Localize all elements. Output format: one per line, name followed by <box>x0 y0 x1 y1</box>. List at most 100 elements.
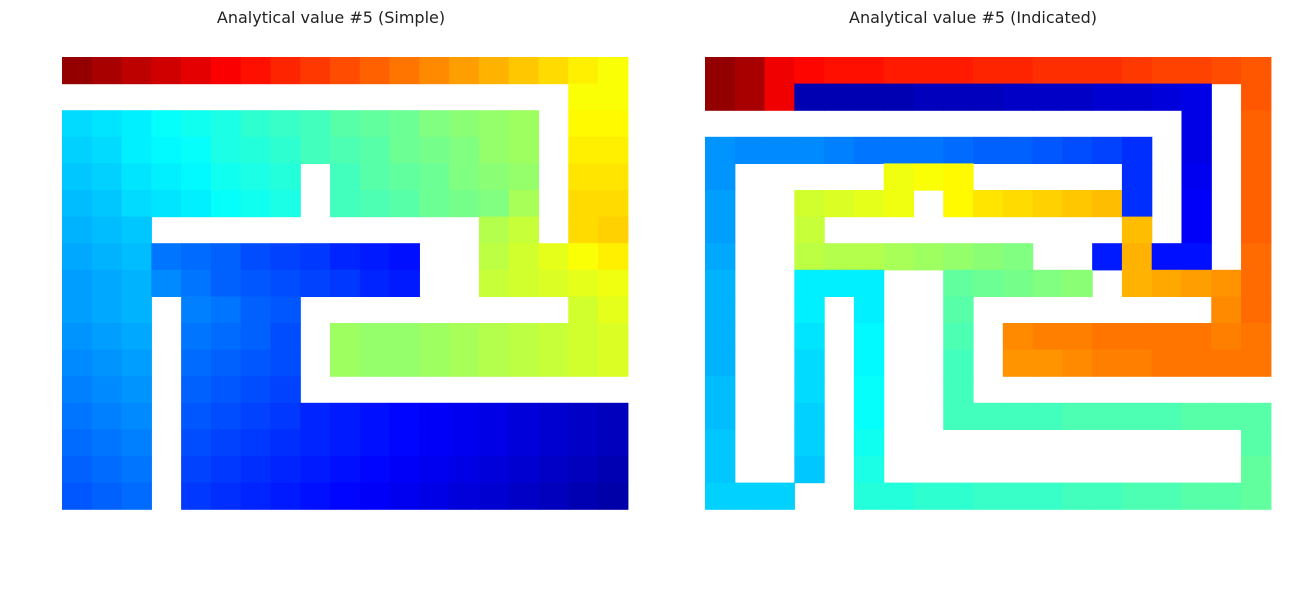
heatmap-cell <box>883 83 915 111</box>
heatmap-cell <box>913 243 944 271</box>
heatmap-cell <box>121 429 152 457</box>
heatmap-cell <box>478 323 510 351</box>
heatmap-cell <box>1092 402 1123 430</box>
heatmap-cell <box>705 136 736 164</box>
heatmap-cell <box>598 190 629 218</box>
heatmap-cell <box>330 243 361 271</box>
heatmap-cell <box>62 269 93 297</box>
heatmap-cell <box>181 136 212 164</box>
heatmap-cell <box>270 57 301 85</box>
heatmap-cell <box>913 163 944 191</box>
heatmap-cell <box>270 402 301 430</box>
heatmap-cell <box>973 402 1004 430</box>
heatmap-cell <box>181 482 212 510</box>
heatmap-cell <box>568 349 599 377</box>
heatmap-cell <box>419 456 450 484</box>
heatmap-cell <box>478 269 510 297</box>
heatmap-cell <box>121 323 152 351</box>
heatmap-cell <box>419 482 450 510</box>
heatmap-cell <box>330 323 361 351</box>
heatmap-cell <box>62 376 93 404</box>
heatmap-cell <box>943 296 974 324</box>
heatmap-cell <box>598 323 629 351</box>
heatmap-cell <box>210 296 242 324</box>
heatmap-cell <box>210 243 242 271</box>
heatmap-cell <box>419 57 450 85</box>
heatmap-cell <box>91 323 123 351</box>
heatmap-cell <box>449 163 480 191</box>
heatmap-cell <box>1241 482 1272 510</box>
heatmap-cell <box>389 402 420 430</box>
heatmap-cell <box>91 163 123 191</box>
heatmap-cell <box>705 349 736 377</box>
heatmap-cell <box>508 243 540 271</box>
heatmap-cell <box>419 136 450 164</box>
heatmap-cell <box>705 190 736 218</box>
heatmap-cell <box>508 190 540 218</box>
heatmap-cell <box>508 136 540 164</box>
heatmap-cell <box>478 349 510 377</box>
heatmap-cell <box>853 456 885 484</box>
heatmap-cell <box>598 402 629 430</box>
heatmap-cell <box>598 296 629 324</box>
heatmap-cell <box>734 482 766 510</box>
heatmap-cell <box>598 110 629 138</box>
heatmap-cell <box>389 349 420 377</box>
heatmap-cell <box>240 349 272 377</box>
heatmap-cell <box>181 110 212 138</box>
heatmap-cell <box>389 163 420 191</box>
heatmap-cell <box>478 402 510 430</box>
heatmap-cell <box>270 429 301 457</box>
heatmap-cell <box>240 243 272 271</box>
heatmap-cell <box>210 110 242 138</box>
heatmap-cell <box>300 243 331 271</box>
heatmap-cell <box>538 482 569 510</box>
heatmap-cell <box>449 190 480 218</box>
heatmap-cell <box>1181 136 1212 164</box>
heatmap-cell <box>270 110 301 138</box>
heatmap-cell <box>568 296 599 324</box>
heatmap-cell <box>913 482 944 510</box>
heatmap-cell <box>359 57 391 85</box>
heatmap-cell <box>389 190 420 218</box>
chart-panel-simple: Analytical value #5 (Simple) <box>0 0 644 590</box>
heatmap-cell <box>943 190 974 218</box>
heatmap-cell <box>568 269 599 297</box>
heatmap-cell <box>508 323 540 351</box>
heatmap-cell <box>598 243 629 271</box>
heatmap-cell <box>62 110 93 138</box>
heatmap-cell <box>943 57 974 85</box>
heatmap-cell <box>853 482 885 510</box>
heatmap-cell <box>1241 136 1272 164</box>
heatmap-cell <box>449 57 480 85</box>
heatmap-cell <box>210 190 242 218</box>
heatmap-cell <box>705 83 736 111</box>
heatmap-cell <box>734 83 766 111</box>
heatmap-cell <box>330 110 361 138</box>
heatmap-cell <box>764 57 795 85</box>
heatmap-cell <box>943 482 974 510</box>
heatmap-cell <box>91 190 123 218</box>
heatmap-cell <box>270 349 301 377</box>
heatmap-cell <box>151 163 182 191</box>
heatmap-cell <box>181 296 212 324</box>
heatmap-cell <box>300 110 331 138</box>
heatmap-cell <box>705 57 736 85</box>
heatmap-cell <box>121 296 152 324</box>
heatmap-cell <box>151 190 182 218</box>
heatmap-cell <box>1121 216 1153 244</box>
heatmap-cell <box>794 456 825 484</box>
heatmap-cell <box>568 323 599 351</box>
heatmap-cell <box>240 296 272 324</box>
heatmap-cell <box>91 402 123 430</box>
heatmap-cell <box>883 190 915 218</box>
heatmap-cell <box>883 163 915 191</box>
heatmap-cell <box>538 349 569 377</box>
heatmap-cell <box>449 136 480 164</box>
heatmap-cell <box>1151 243 1183 271</box>
heatmap-cell <box>91 482 123 510</box>
heatmap-cell <box>181 349 212 377</box>
heatmap-cell <box>449 482 480 510</box>
heatmap-cell <box>1002 243 1034 271</box>
heatmap-cell <box>973 57 1004 85</box>
